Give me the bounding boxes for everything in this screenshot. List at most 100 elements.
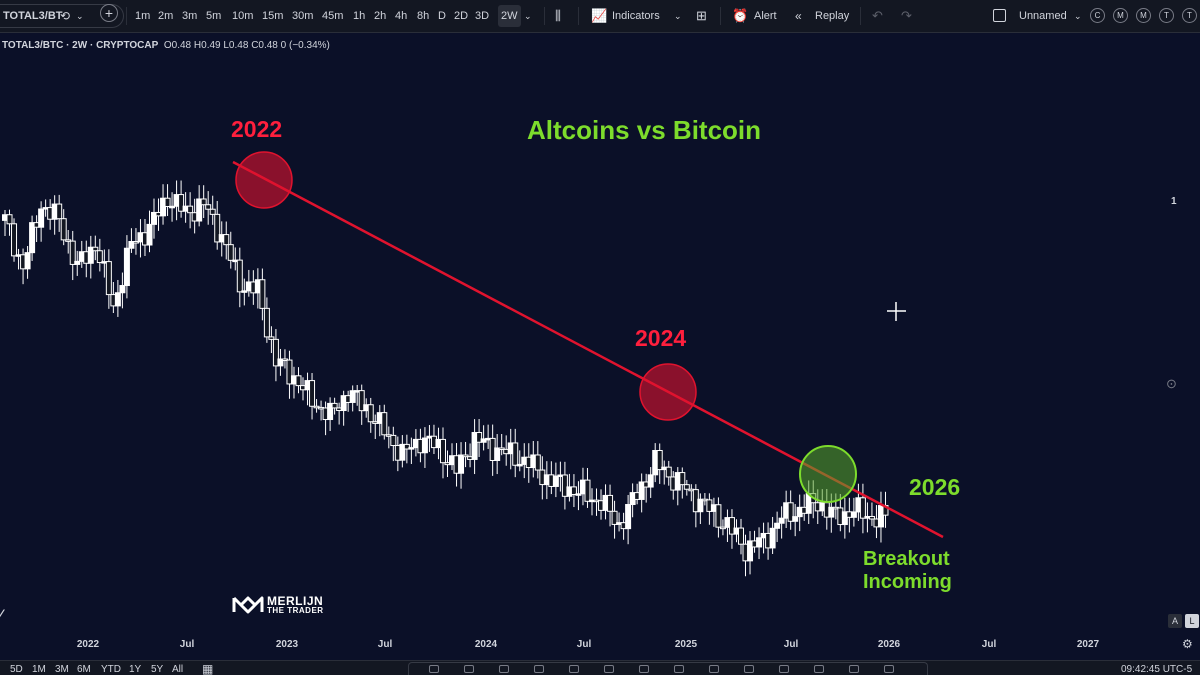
indicators-button[interactable]: Indicators xyxy=(612,10,660,22)
candle-body xyxy=(859,497,866,519)
symbol-search[interactable]: TOTAL3/BT ⟲ ⌄ xyxy=(0,4,124,28)
interval-5m[interactable]: 5m xyxy=(206,10,222,22)
candle-body xyxy=(60,218,67,241)
drawing-tool-icon[interactable] xyxy=(744,665,754,673)
layout-shortcut-0[interactable]: C xyxy=(1090,8,1105,23)
candle-body xyxy=(56,203,63,220)
interval-45m[interactable]: 45m xyxy=(322,10,344,22)
undo-icon[interactable]: ↶ xyxy=(872,8,883,23)
log-scale-button[interactable]: L xyxy=(1185,614,1199,628)
drawing-tool-icon[interactable] xyxy=(674,665,684,673)
layout-name[interactable]: Unnamed xyxy=(1019,10,1067,22)
layout-shortcut-4[interactable]: T xyxy=(1182,8,1197,23)
candle-body xyxy=(769,527,776,549)
symbol-name[interactable]: TOTAL3/BT xyxy=(3,10,63,22)
clock-time[interactable]: 09:42:45 UTC-5 xyxy=(1121,664,1193,675)
candle-body xyxy=(868,515,875,520)
interval-2w[interactable]: 2W xyxy=(498,5,521,27)
indicators-icon[interactable]: 📈 xyxy=(591,8,608,23)
drawing-tool-icon[interactable] xyxy=(464,665,474,673)
drawing-tool-icon[interactable] xyxy=(814,665,824,673)
alarm-clock-icon[interactable]: ⏰ xyxy=(732,8,749,23)
time-axis-label: 2024 xyxy=(474,639,498,650)
range-3m[interactable]: 3M xyxy=(55,664,69,675)
drawing-tool-icon[interactable] xyxy=(779,665,789,673)
interval-1h[interactable]: 1h xyxy=(353,10,366,22)
candle-body xyxy=(223,234,230,246)
layout-shortcut-1[interactable]: M xyxy=(1113,8,1128,23)
rewind-icon[interactable]: « xyxy=(795,9,802,23)
divider xyxy=(126,7,127,25)
chevron-down-icon[interactable]: ⌄ xyxy=(674,11,682,21)
candle-body xyxy=(747,540,754,562)
candle-body xyxy=(160,197,167,217)
interval-2d[interactable]: 2D xyxy=(454,10,469,22)
alert-button[interactable]: Alert xyxy=(754,10,777,22)
calendar-icon[interactable]: ▦ xyxy=(202,662,214,675)
divider xyxy=(544,7,545,25)
legend-close: C0.48 xyxy=(251,40,278,51)
candle-body xyxy=(638,481,645,500)
drawing-tool-icon[interactable] xyxy=(884,665,894,673)
candle-body xyxy=(209,208,216,215)
candle-body xyxy=(263,307,270,338)
legend-title[interactable]: TOTAL3/BTC · 2W · CRYPTOCAP xyxy=(2,40,159,51)
drawing-tool-icon[interactable] xyxy=(499,665,509,673)
range-5y[interactable]: 5Y xyxy=(151,664,164,675)
candle-body xyxy=(327,402,334,421)
candle-body xyxy=(665,466,672,478)
range-ytd[interactable]: YTD xyxy=(101,664,121,675)
price-chart[interactable] xyxy=(0,33,1200,633)
chevron-down-icon[interactable]: ⌄ xyxy=(1074,11,1082,21)
merlijn-logo: MERLIJN THE TRADER xyxy=(232,593,342,617)
range-5d[interactable]: 5D xyxy=(10,664,23,675)
settings-gear-icon[interactable]: ⚙ xyxy=(1182,637,1193,651)
interval-15m[interactable]: 15m xyxy=(262,10,284,22)
interval-10m[interactable]: 10m xyxy=(232,10,254,22)
interval-4h[interactable]: 4h xyxy=(395,10,408,22)
compare-icon[interactable]: ⟲ xyxy=(60,9,71,23)
interval-3d[interactable]: 3D xyxy=(475,10,490,22)
replay-button[interactable]: Replay xyxy=(815,10,850,22)
drawing-tool-icon[interactable] xyxy=(534,665,544,673)
interval-1m[interactable]: 1m xyxy=(135,10,151,22)
layouts-grid-icon[interactable]: ⊞ xyxy=(696,8,707,23)
interval-30m[interactable]: 30m xyxy=(292,10,314,22)
range-1y[interactable]: 1Y xyxy=(129,664,142,675)
interval-2m[interactable]: 2m xyxy=(158,10,174,22)
legend-change: 0 (−0.34%) xyxy=(280,40,330,51)
time-axis-label: 2027 xyxy=(1076,639,1100,650)
chevron-down-icon[interactable]: ⌄ xyxy=(76,11,84,21)
candle-type-icon[interactable]: ⫼ xyxy=(555,8,561,23)
candle-body xyxy=(151,211,158,225)
drawing-tool-icon[interactable] xyxy=(604,665,614,673)
year-label-2022: 2022 xyxy=(231,116,283,142)
drawing-tool-icon[interactable] xyxy=(709,665,719,673)
auto-scale-button[interactable]: A xyxy=(1168,614,1182,628)
layout-shortcut-3[interactable]: T xyxy=(1159,8,1174,23)
range-6m[interactable]: 6M xyxy=(77,664,91,675)
redo-icon[interactable]: ↷ xyxy=(901,8,912,23)
interval-chevron-icon[interactable]: ⌄ xyxy=(524,11,532,21)
interval-3m[interactable]: 3m xyxy=(182,10,198,22)
candle-body xyxy=(268,336,275,340)
price-scale-value: 1 xyxy=(1171,196,1177,207)
time-axis-label: Jul xyxy=(377,639,393,650)
scroll-right-icon[interactable]: ⊙ xyxy=(1166,376,1177,391)
interval-2h[interactable]: 2h xyxy=(374,10,387,22)
drawing-tool-icon[interactable] xyxy=(639,665,649,673)
layout-checkbox-icon[interactable] xyxy=(993,9,1006,22)
range-all[interactable]: All xyxy=(172,664,184,675)
candle-body xyxy=(340,395,347,412)
range-1m[interactable]: 1M xyxy=(32,664,46,675)
layout-shortcut-2[interactable]: M xyxy=(1136,8,1151,23)
candle-body xyxy=(178,194,185,212)
time-axis[interactable]: 2022 Jul 2023 Jul 2024 Jul 2025 Jul 2026 Jul 2027 xyxy=(0,633,1200,655)
candle-body xyxy=(227,244,234,261)
drawing-tool-icon[interactable] xyxy=(429,665,439,673)
interval-8h[interactable]: 8h xyxy=(417,10,430,22)
interval-d[interactable]: D xyxy=(438,10,446,22)
drawing-tool-icon[interactable] xyxy=(569,665,579,673)
drawing-tool-icon[interactable] xyxy=(849,665,859,673)
add-symbol-icon[interactable]: + xyxy=(100,4,118,22)
